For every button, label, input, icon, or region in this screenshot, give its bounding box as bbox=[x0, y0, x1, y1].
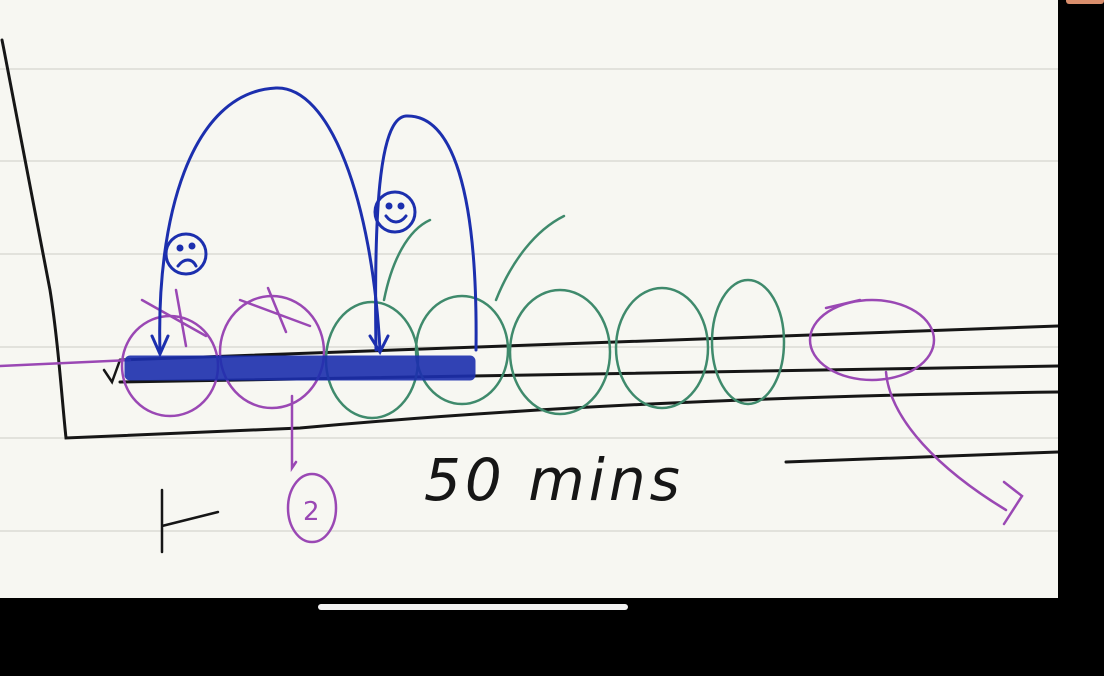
circled-count-icon bbox=[286, 472, 338, 544]
ruled-line bbox=[0, 253, 1058, 255]
ruled-line bbox=[0, 160, 1058, 162]
ruled-line bbox=[0, 346, 1058, 348]
purple-strokes bbox=[0, 286, 1024, 544]
ruled-line bbox=[0, 530, 1058, 532]
happy-face-icon bbox=[373, 190, 417, 234]
duration-label: 50 mins bbox=[424, 446, 684, 514]
window-corner-accent bbox=[1066, 0, 1104, 4]
scribbled-bar bbox=[124, 355, 476, 381]
green-strokes bbox=[324, 214, 786, 420]
count-label: 2 bbox=[303, 497, 320, 527]
ruled-line bbox=[0, 68, 1058, 70]
ink-layer: 50 mins 2 bbox=[0, 38, 1058, 554]
ruled-line bbox=[0, 437, 1058, 439]
home-indicator[interactable] bbox=[318, 604, 628, 610]
blue-strokes bbox=[124, 86, 478, 381]
sad-face-icon bbox=[164, 232, 208, 276]
handwritten-note-canvas[interactable]: 50 mins 2 bbox=[0, 0, 1058, 598]
